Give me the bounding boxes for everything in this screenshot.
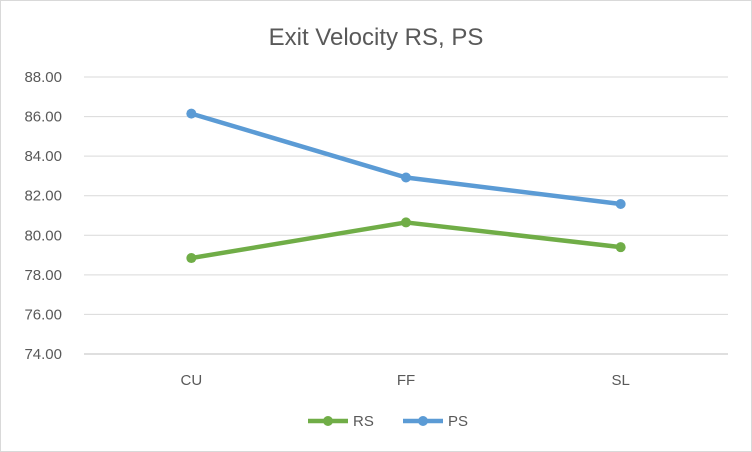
data-point-rs [401,217,411,228]
y-tick-label: 86.00 [24,109,62,126]
y-tick-label: 88.00 [24,69,62,86]
gridlines [84,76,728,355]
x-tick-label: CU [180,372,202,389]
y-tick-label: 80.00 [24,227,62,244]
series-group [186,108,626,264]
data-point-ps [401,172,411,183]
x-tick-label: FF [397,372,415,389]
y-tick-label: 76.00 [24,306,62,323]
data-point-rs [186,253,197,264]
chart-title: Exit Velocity RS, PS [269,24,484,51]
data-point-ps [186,108,197,119]
series-line-ps [189,111,623,207]
y-axis-ticks: 74.00 76.00 78.00 80.00 82.00 84.00 86.00 88.00 [24,69,62,363]
x-tick-label: SL [611,372,629,389]
x-axis-ticks: CU FF SL [180,372,629,389]
y-tick-label: 78.00 [24,267,62,284]
legend-marker-ps [418,416,428,426]
data-point-ps [615,199,626,210]
y-tick-label: 74.00 [24,346,62,363]
y-tick-label: 82.00 [24,188,62,205]
legend-marker-rs [323,416,333,426]
data-point-rs [615,242,626,253]
series-line-rs [189,220,623,261]
legend: RS PS [308,413,468,430]
y-tick-label: 84.00 [24,148,62,165]
legend-label-rs: RS [353,413,374,430]
legend-label-ps: PS [448,413,468,430]
